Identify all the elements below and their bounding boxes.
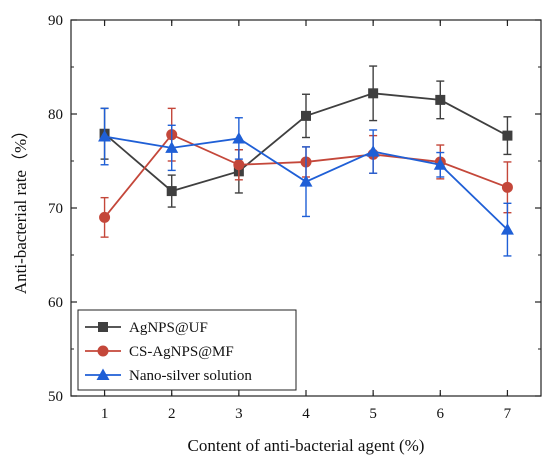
- legend-label: CS-AgNPS@MF: [129, 344, 234, 360]
- x-axis: 1 2 3 4 5 6 7: [101, 20, 512, 422]
- y-tick-label: 60: [48, 295, 63, 311]
- y-tick-label: 50: [48, 389, 63, 405]
- data-point: [166, 186, 177, 197]
- data-point: [301, 110, 311, 121]
- data-point: [500, 223, 514, 235]
- legend-box: [77, 309, 297, 391]
- x-tick-label: 1: [101, 406, 109, 422]
- series-2: [98, 107, 514, 257]
- legend-label: Nano-silver solution: [129, 368, 252, 384]
- x-tick-label: 6: [437, 406, 445, 422]
- y-axis-title: Anti-bacterial rate（%）: [11, 122, 30, 294]
- y-tick-label: 80: [48, 107, 63, 123]
- x-tick-label: 2: [168, 406, 176, 422]
- legend-marker: [98, 322, 108, 332]
- y-tick-label: 70: [48, 201, 63, 217]
- x-tick-label: 4: [302, 406, 310, 422]
- data-point: [233, 159, 245, 171]
- data-point: [435, 94, 446, 105]
- x-axis-title: Content of anti-bacterial agent (%): [188, 436, 425, 455]
- data-point: [502, 130, 513, 141]
- y-tick-label: 90: [48, 13, 63, 29]
- legend-marker: [97, 345, 109, 357]
- data-point: [98, 130, 112, 142]
- data-point: [232, 131, 246, 144]
- data-point: [299, 175, 313, 187]
- legend: AgNPS@UF CS-AgNPS@MF Nano-silver solution: [77, 309, 297, 391]
- legend-label: AgNPS@UF: [129, 320, 208, 336]
- y-axis: 50 60 70 80 90: [48, 13, 541, 405]
- data-point: [366, 145, 380, 157]
- data-point: [433, 158, 447, 170]
- data-point: [165, 141, 179, 153]
- series-layer: [98, 65, 514, 257]
- data-point: [99, 211, 111, 223]
- x-tick-label: 3: [235, 406, 243, 422]
- data-point: [501, 181, 513, 193]
- x-tick-label: 5: [369, 406, 377, 422]
- data-point: [368, 88, 379, 99]
- legend-marker: [96, 368, 110, 380]
- x-tick-label: 7: [504, 406, 512, 422]
